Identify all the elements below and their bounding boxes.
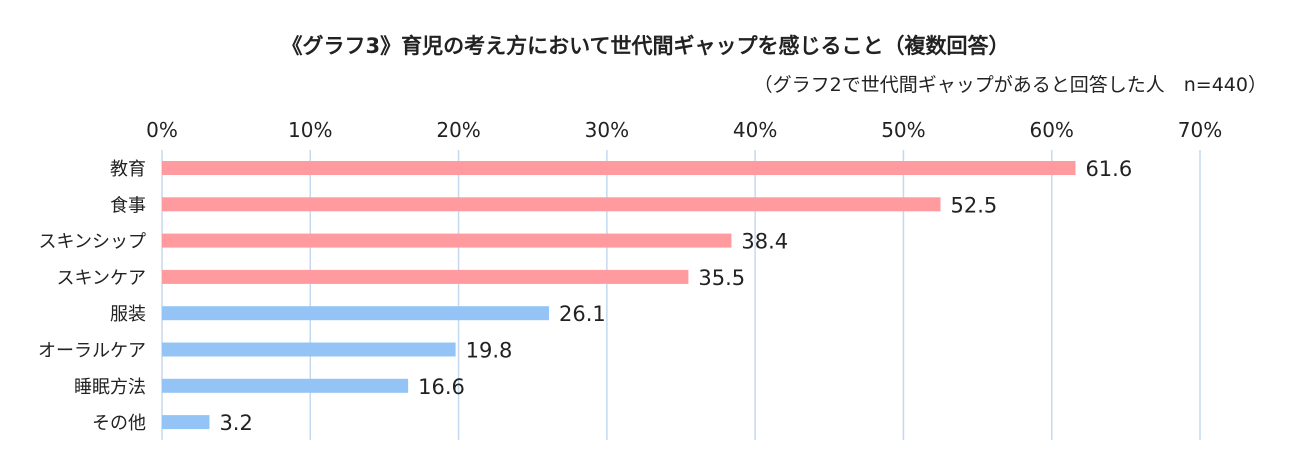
data-label: 38.4 xyxy=(741,230,788,254)
x-tick-label: 10% xyxy=(288,118,332,142)
x-tick-label: 50% xyxy=(881,118,925,142)
chart-subtitle: （グラフ2で世代間ギャップがあると回答した人 n=440） xyxy=(753,74,1267,96)
data-label: 61.6 xyxy=(1085,157,1132,181)
chart-title: 《グラフ3》育児の考え方において世代間ギャップを感じること（複数回答） xyxy=(281,34,1010,58)
category-label: スキンケア xyxy=(57,268,146,289)
category-label: 教育 xyxy=(110,159,146,180)
category-label: その他 xyxy=(92,413,146,434)
data-label: 3.2 xyxy=(219,411,252,435)
bar xyxy=(162,342,456,357)
x-tick-label: 60% xyxy=(1029,118,1073,142)
bar xyxy=(162,269,689,284)
x-tick-label: 0% xyxy=(146,118,178,142)
bar xyxy=(162,378,409,393)
data-label: 19.8 xyxy=(466,339,513,363)
bar xyxy=(162,233,732,248)
bar xyxy=(162,415,210,430)
category-label: スキンシップ xyxy=(39,232,146,253)
category-label: 睡眠方法 xyxy=(74,377,146,398)
category-label: 服装 xyxy=(110,304,146,325)
data-label: 16.6 xyxy=(418,375,465,399)
data-label: 35.5 xyxy=(698,266,745,290)
x-tick-label: 30% xyxy=(585,118,629,142)
category-label: 食事 xyxy=(110,195,146,216)
data-label: 26.1 xyxy=(559,302,606,326)
bar xyxy=(162,197,941,212)
category-label: オーラルケア xyxy=(38,341,146,362)
x-tick-label: 70% xyxy=(1178,118,1222,142)
data-label: 52.5 xyxy=(951,193,998,217)
bar xyxy=(162,161,1076,175)
x-tick-label: 20% xyxy=(436,118,480,142)
x-tick-label: 40% xyxy=(733,118,777,142)
bar xyxy=(162,306,550,321)
